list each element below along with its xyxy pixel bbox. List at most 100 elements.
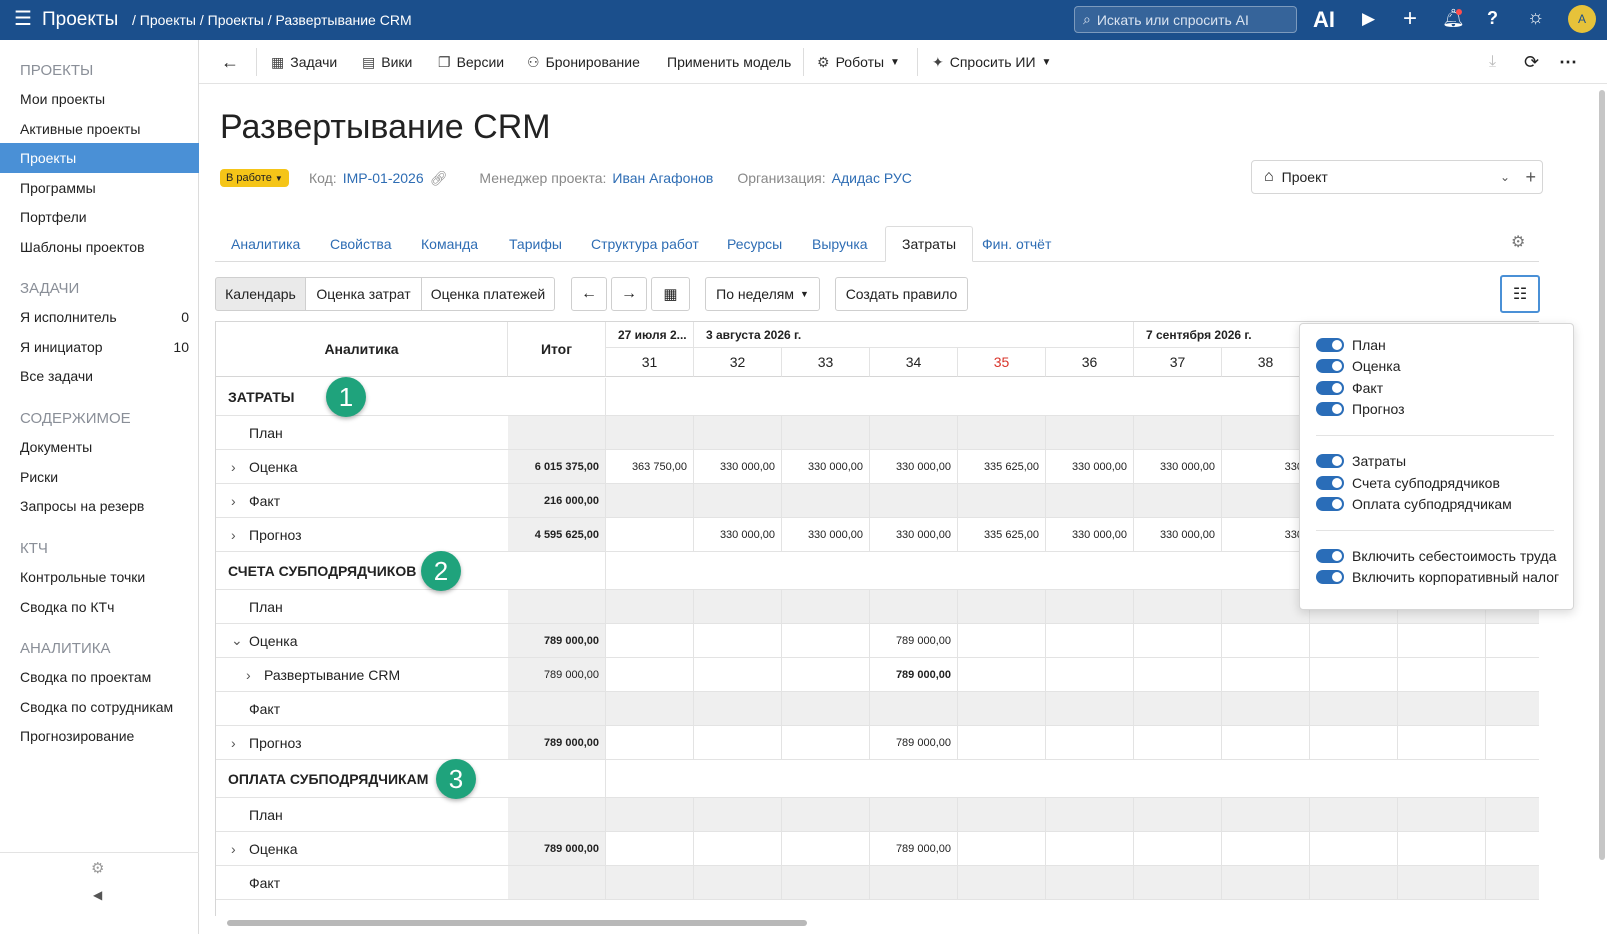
tab-item[interactable]: Выручка <box>812 236 868 252</box>
scroll-thumb[interactable] <box>227 920 807 926</box>
sidebar-item[interactable]: Портфели <box>0 202 199 232</box>
robots-button[interactable]: ⚙ Роботы ▼ <box>817 53 900 71</box>
row-label[interactable]: › Оценка <box>216 832 514 866</box>
toggle-item[interactable]: Счета субподрядчиков <box>1316 475 1500 491</box>
chevron-right-icon[interactable]: › <box>231 526 236 543</box>
row-label[interactable]: › Развертывание CRM <box>216 658 514 692</box>
prev-period-button[interactable]: ← <box>571 277 607 311</box>
calendar-icon[interactable]: ▦ <box>651 277 690 311</box>
wiki-button[interactable]: ▤ Вики <box>362 53 413 71</box>
link-icon[interactable]: 🔗︎ <box>429 170 448 186</box>
chevron-right-icon[interactable]: › <box>231 458 236 475</box>
toggle-item[interactable]: Оценка <box>1316 358 1401 374</box>
breadcrumb-item[interactable]: Проекты <box>207 12 264 28</box>
sidebar-item[interactable]: Мои проекты <box>0 84 199 114</box>
manager-link[interactable]: Иван Агафонов <box>612 170 714 186</box>
create-rule-button[interactable]: Создать правило <box>835 277 968 311</box>
sidebar-item[interactable]: Я исполнитель 0 <box>0 302 199 332</box>
project-code[interactable]: IMP-01-2026 <box>342 170 424 186</box>
tab-calendar[interactable]: Календарь <box>215 277 306 311</box>
org-link[interactable]: Адидас РУС <box>831 170 912 186</box>
chevron-right-icon[interactable]: › <box>231 492 236 509</box>
refresh-icon[interactable]: ⟳ <box>1524 51 1540 72</box>
tab-item[interactable]: Команда <box>421 236 479 252</box>
sidebar-item[interactable]: Сводка по сотрудникам <box>0 692 199 722</box>
versions-button[interactable]: ❐ Версии <box>438 53 505 71</box>
row-label[interactable]: ⌄ Оценка <box>216 624 514 658</box>
toggle-item[interactable]: Прогноз <box>1316 401 1405 417</box>
sidebar-item[interactable]: Запросы на резерв <box>0 491 199 521</box>
bell-icon[interactable]: 🔔︎ <box>1442 8 1465 28</box>
toggle-switch[interactable] <box>1316 402 1344 416</box>
toggle-switch[interactable] <box>1316 570 1344 584</box>
breadcrumb-item[interactable]: Проекты <box>139 12 196 28</box>
back-button[interactable]: ← <box>221 51 239 72</box>
sidebar-item[interactable]: Шаблоны проектов <box>0 232 199 262</box>
toggle-item[interactable]: Затраты <box>1316 453 1406 469</box>
add-view-button[interactable]: + <box>1525 166 1536 187</box>
period-select[interactable]: По неделям ▼ <box>705 277 820 311</box>
tab-item[interactable]: Тарифы <box>509 236 562 252</box>
ask-ai-button[interactable]: ✦ Спросить ИИ ▼ <box>932 53 1052 71</box>
sidebar-item[interactable]: Программы <box>0 173 199 203</box>
tab-item[interactable]: Аналитика <box>231 236 301 252</box>
search-input[interactable]: ⌕ Искать или спросить AI <box>1074 6 1297 33</box>
more-icon[interactable]: ⋯ <box>1559 51 1577 72</box>
row-label[interactable]: › Прогноз <box>216 726 514 760</box>
status-badge[interactable]: В работе ▼ <box>220 169 289 187</box>
sidebar-item[interactable]: Активные проекты <box>0 114 199 144</box>
sidebar-item[interactable]: Проекты <box>0 143 199 173</box>
toggle-switch[interactable] <box>1316 338 1344 352</box>
menu-icon[interactable]: ☰ <box>14 8 32 30</box>
sidebar-item[interactable]: Сводка по КТч <box>0 592 199 622</box>
row-label[interactable]: › Прогноз <box>216 518 514 552</box>
settings-icon[interactable]: ⚙ <box>1511 234 1526 251</box>
toggle-switch[interactable] <box>1316 476 1344 490</box>
ai-icon[interactable]: AI <box>1313 7 1335 32</box>
toggle-switch[interactable] <box>1316 549 1344 563</box>
apply-model-button[interactable]: Применить модель <box>667 54 792 70</box>
download-icon[interactable]: ⤓ <box>1489 53 1497 70</box>
gear-icon[interactable]: ⚙ <box>91 860 105 877</box>
chevron-right-icon[interactable]: › <box>231 734 236 751</box>
plus-icon[interactable]: + <box>1403 5 1418 32</box>
row-label[interactable]: › Факт <box>216 484 514 518</box>
tab-item[interactable]: Ресурсы <box>727 236 783 252</box>
row-label[interactable]: › Оценка <box>216 450 514 484</box>
booking-button[interactable]: ⚇ Бронирование <box>527 53 640 71</box>
toggle-item[interactable]: Включить себестоимость труда <box>1316 548 1556 564</box>
toggle-item[interactable]: Оплата субподрядчикам <box>1316 496 1512 512</box>
collapse-icon[interactable]: ◀ <box>93 888 103 902</box>
tab-item[interactable]: Структура работ <box>591 236 699 252</box>
vertical-scrollbar[interactable] <box>1599 90 1605 860</box>
play-icon[interactable]: ▶ <box>1362 9 1376 28</box>
sidebar-item[interactable]: Я инициатор 10 <box>0 332 199 362</box>
filter-settings-button[interactable]: ☷ <box>1500 275 1540 313</box>
chevron-right-icon[interactable]: › <box>246 666 251 683</box>
toggle-switch[interactable] <box>1316 381 1344 395</box>
help-icon[interactable]: ? <box>1487 8 1498 28</box>
tab-cost-estimate[interactable]: Оценка затрат <box>305 277 422 311</box>
chevron-down-icon[interactable]: ⌄ <box>231 632 243 648</box>
sidebar-item[interactable]: Сводка по проектам <box>0 662 199 692</box>
sidebar-item[interactable]: Все задачи <box>0 361 199 391</box>
toggle-item[interactable]: Включить корпоративный налог <box>1316 569 1559 585</box>
toggle-switch[interactable] <box>1316 497 1344 511</box>
toggle-switch[interactable] <box>1316 359 1344 373</box>
chevron-right-icon[interactable]: › <box>231 840 236 857</box>
horizontal-scrollbar[interactable] <box>215 920 1539 926</box>
tab-item[interactable]: Затраты <box>885 226 974 262</box>
app-title[interactable]: Проекты <box>42 9 119 30</box>
sidebar-item[interactable]: Прогнозирование <box>0 721 199 751</box>
tab-item[interactable]: Свойства <box>330 236 392 252</box>
toggle-item[interactable]: План <box>1316 337 1386 353</box>
sidebar-item[interactable]: Риски <box>0 462 199 492</box>
sidebar-item[interactable]: Документы <box>0 432 199 462</box>
avatar[interactable]: A <box>1568 5 1596 33</box>
sidebar-item[interactable]: Контрольные точки <box>0 562 199 592</box>
toggle-item[interactable]: Факт <box>1316 380 1383 396</box>
view-select[interactable]: ⌂ Проект ⌄ + <box>1251 160 1543 194</box>
theme-icon[interactable]: ☼ <box>1527 7 1545 28</box>
next-period-button[interactable]: → <box>611 277 647 311</box>
tab-item[interactable]: Фин. отчёт <box>982 236 1052 252</box>
